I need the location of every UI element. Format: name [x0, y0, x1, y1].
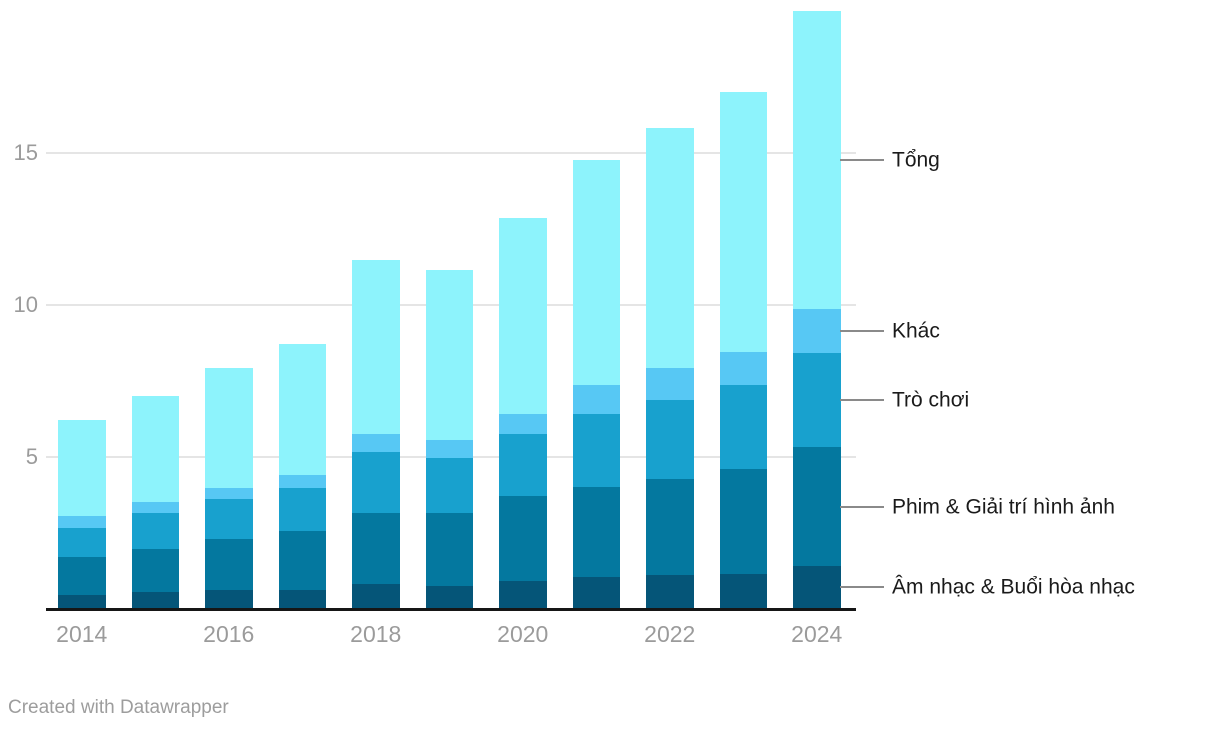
bar-2018-khac[interactable]	[352, 433, 400, 452]
legend-pointer-am-nhac	[840, 586, 884, 589]
legend-pointer-phim	[840, 505, 884, 508]
bar-2014-khac[interactable]	[58, 515, 106, 528]
legend-pointer-tro-choi	[840, 399, 884, 402]
bar-2022-am-nhac[interactable]	[646, 575, 694, 609]
bar-2018-tong[interactable]	[352, 260, 400, 434]
bar-2024-tro-choi[interactable]	[793, 353, 841, 448]
bar-2021-phim[interactable]	[572, 486, 620, 577]
bar-2019-am-nhac[interactable]	[425, 585, 473, 609]
bar-2024-am-nhac[interactable]	[793, 565, 841, 609]
bar-2015-tro-choi[interactable]	[131, 512, 179, 550]
bar-2017-phim[interactable]	[278, 530, 326, 591]
bar-2021-am-nhac[interactable]	[572, 576, 620, 609]
x-axis-tick-label: 2016	[203, 621, 255, 647]
bar-2017-am-nhac[interactable]	[278, 590, 326, 609]
bar-2014-phim[interactable]	[58, 556, 106, 595]
x-axis-tick-label: 2022	[644, 621, 696, 647]
bar-2024-tong[interactable]	[793, 11, 841, 310]
x-axis-tick-label: 2014	[56, 621, 108, 647]
gridline-15	[46, 151, 856, 154]
legend-label-am-nhac: Âm nhạc & Buổi hòa nhạc	[892, 575, 1135, 599]
x-axis-tick-label: 2020	[497, 621, 549, 647]
bar-2022-khac[interactable]	[646, 368, 694, 401]
bar-2022-phim[interactable]	[646, 479, 694, 576]
bar-2020-khac[interactable]	[499, 413, 547, 434]
bar-2018-tro-choi[interactable]	[352, 451, 400, 513]
bar-2016-phim[interactable]	[205, 538, 253, 591]
bar-2022-tong[interactable]	[646, 128, 694, 369]
legend-pointer-khac	[840, 330, 884, 333]
bar-2022-tro-choi[interactable]	[646, 400, 694, 480]
bar-2023-phim[interactable]	[719, 468, 767, 574]
legend-label-phim: Phim & Giải trí hình ảnh	[892, 495, 1115, 519]
bar-2016-tro-choi[interactable]	[205, 499, 253, 539]
legend-label-tong: Tổng	[892, 148, 940, 172]
bar-2017-tro-choi[interactable]	[278, 488, 326, 531]
bar-2020-tong[interactable]	[499, 217, 547, 414]
bar-2014-am-nhac[interactable]	[58, 594, 106, 609]
y-axis-tick-label: 5	[25, 443, 38, 469]
bar-2019-khac[interactable]	[425, 439, 473, 458]
bar-2015-khac[interactable]	[131, 502, 179, 513]
y-axis-tick-label: 15	[13, 139, 38, 165]
bar-2020-am-nhac[interactable]	[499, 581, 547, 609]
legend-label-khac: Khác	[892, 319, 940, 343]
bar-2023-tong[interactable]	[719, 91, 767, 352]
bar-2015-phim[interactable]	[131, 549, 179, 592]
bar-2019-phim[interactable]	[425, 512, 473, 586]
datawrapper-credit: Created with Datawrapper	[8, 697, 229, 718]
bar-2021-khac[interactable]	[572, 385, 620, 414]
legend-label-tro-choi: Trò chơi	[892, 388, 970, 412]
bar-2017-khac[interactable]	[278, 474, 326, 489]
bar-2023-khac[interactable]	[719, 351, 767, 386]
bar-2018-phim[interactable]	[352, 512, 400, 585]
bar-2021-tro-choi[interactable]	[572, 413, 620, 487]
x-axis-line	[46, 607, 856, 611]
bar-2015-tong[interactable]	[131, 395, 179, 503]
bar-2024-phim[interactable]	[793, 447, 841, 566]
bar-2016-am-nhac[interactable]	[205, 590, 253, 609]
bar-2015-am-nhac[interactable]	[131, 591, 179, 609]
legend-pointer-tong	[840, 159, 884, 162]
bar-2023-tro-choi[interactable]	[719, 385, 767, 469]
bar-2016-tong[interactable]	[205, 368, 253, 489]
bar-2014-tro-choi[interactable]	[58, 527, 106, 557]
bar-2019-tong[interactable]	[425, 269, 473, 440]
bar-2018-am-nhac[interactable]	[352, 584, 400, 609]
x-axis-tick-label: 2024	[791, 621, 843, 647]
y-axis-tick-label: 10	[13, 291, 38, 317]
bar-2021-tong[interactable]	[572, 160, 620, 386]
bar-2020-phim[interactable]	[499, 496, 547, 582]
bar-2017-tong[interactable]	[278, 344, 326, 475]
bar-2014-tong[interactable]	[58, 420, 106, 516]
bar-2023-am-nhac[interactable]	[719, 573, 767, 609]
bar-2020-tro-choi[interactable]	[499, 433, 547, 496]
bar-2024-khac[interactable]	[793, 309, 841, 354]
x-axis-tick-label: 2018	[350, 621, 402, 647]
bar-2016-khac[interactable]	[205, 488, 253, 500]
bar-2019-tro-choi[interactable]	[425, 458, 473, 513]
